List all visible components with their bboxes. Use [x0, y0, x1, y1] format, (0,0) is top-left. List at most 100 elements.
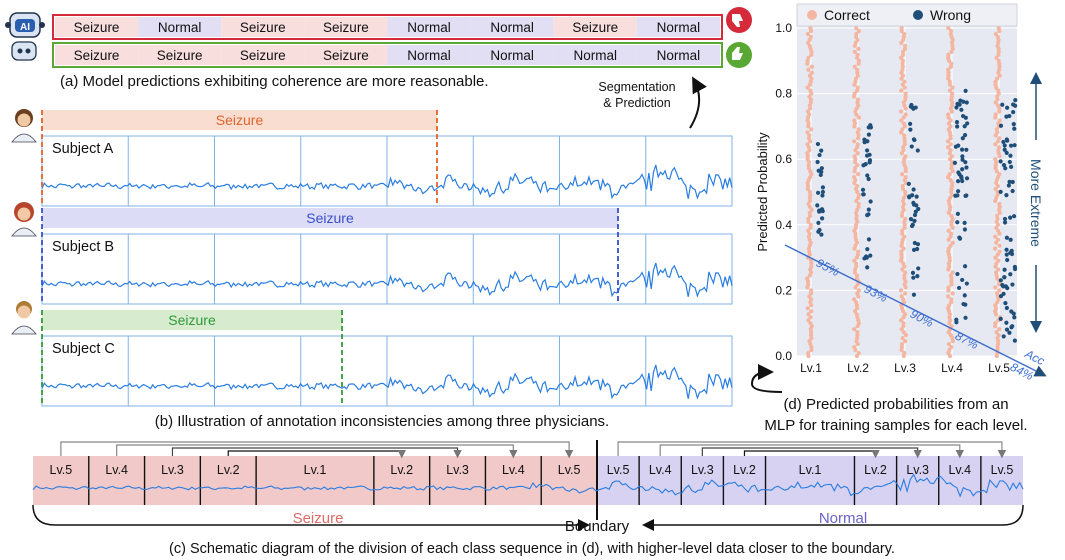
prediction-cell	[470, 45, 554, 65]
correct-point	[903, 338, 908, 344]
correct-point	[948, 118, 953, 123]
correct-point	[996, 88, 1001, 93]
correct-point	[903, 112, 908, 117]
correct-point	[856, 115, 862, 120]
x-tick-label: Lv.5	[988, 361, 1010, 375]
wrong-point	[960, 157, 965, 162]
wrong-point	[866, 237, 872, 242]
wrong-point	[819, 232, 824, 237]
correct-point	[949, 300, 954, 305]
wrong-point	[1002, 147, 1007, 152]
correct-point	[946, 303, 952, 308]
correct-point	[949, 344, 954, 350]
correct-point	[851, 139, 857, 144]
correct-point	[853, 285, 858, 290]
correct-point	[855, 52, 860, 57]
correct-point	[854, 261, 859, 266]
level-pair-arrow	[659, 444, 965, 459]
wrong-point	[1004, 327, 1010, 332]
correct-point	[949, 213, 954, 218]
wrong-point	[1004, 247, 1009, 252]
correct-point	[899, 255, 904, 260]
correct-point	[808, 321, 813, 326]
correct-point	[994, 330, 999, 335]
wrong-point	[866, 207, 871, 212]
correct-point	[856, 249, 861, 254]
correct-point	[856, 172, 861, 177]
prediction-label: Seizure	[74, 48, 120, 63]
correct-point	[855, 70, 860, 75]
correct-point	[855, 142, 860, 147]
prediction-cell	[221, 17, 305, 37]
prediction-label: Seizure	[240, 48, 286, 63]
correct-point	[902, 85, 907, 90]
wrong-point	[962, 220, 967, 225]
wrong-point	[860, 187, 866, 192]
correct-point	[808, 333, 814, 338]
correct-point	[901, 121, 906, 126]
correct-point	[809, 52, 814, 57]
correct-point	[809, 70, 814, 75]
segment-level-label: Lv.2	[217, 463, 240, 477]
prediction-label: Normal	[407, 20, 451, 35]
correct-point	[993, 186, 998, 192]
seizure-region-label: Seizure	[293, 510, 344, 527]
correct-point	[997, 243, 1002, 248]
correct-point	[854, 300, 859, 305]
wrong-point	[960, 154, 965, 159]
correct-point	[901, 261, 906, 266]
correct-point	[808, 34, 813, 40]
wrong-point	[1005, 285, 1010, 291]
wrong-point	[959, 147, 965, 152]
wrong-point	[909, 144, 914, 149]
wrong-point	[955, 211, 960, 216]
y-tick-label: 1.0	[775, 21, 792, 35]
wrong-point	[911, 187, 916, 192]
robot-icon: AI	[5, 12, 45, 38]
correct-point	[993, 82, 998, 87]
segment-level-label: Lv.3	[691, 463, 714, 477]
correct-point	[949, 154, 954, 159]
segment-level-label: Lv.4	[948, 463, 971, 477]
wrong-point	[961, 113, 966, 119]
correct-point	[805, 157, 810, 162]
wrong-point	[954, 105, 959, 110]
wrong-point	[964, 176, 970, 181]
correct-point	[899, 344, 904, 350]
correct-point	[854, 264, 859, 269]
wrong-point	[998, 189, 1003, 194]
wrong-point	[1012, 315, 1017, 320]
correct-point	[993, 142, 998, 147]
wrong-point	[820, 193, 825, 198]
correct-point	[949, 189, 954, 195]
caption-b: (b) Illustration of annotation inconsist…	[155, 413, 609, 430]
correct-point	[996, 49, 1001, 54]
panel-c: Lv.5 Lv.4 Lv.3 Lv.2 Lv.1 Lv.2 Lv.3 Lv.4 Lv.5 Lv.5…	[32, 440, 1024, 557]
correct-point	[808, 25, 813, 31]
wrong-point	[1008, 164, 1014, 170]
wrong-point	[915, 242, 921, 247]
segment-level-label: Lv.2	[864, 463, 887, 477]
segmentation-label: Segmentation	[598, 80, 675, 94]
correct-point	[949, 231, 954, 236]
wrong-point	[964, 100, 969, 105]
wrong-point	[958, 98, 963, 103]
wrong-point	[998, 159, 1003, 164]
wrong-point	[956, 170, 961, 175]
correct-point	[946, 294, 951, 299]
accuracy-line	[784, 244, 1047, 377]
wrong-point	[868, 253, 873, 258]
correct-point	[856, 127, 861, 132]
prediction-label: Seizure	[240, 20, 286, 35]
correct-point	[948, 142, 953, 147]
wrong-point	[1002, 216, 1008, 222]
normal-region-label: Normal	[819, 510, 867, 527]
correct-point	[996, 267, 1001, 272]
seizure-to-boundary-arrow	[32, 504, 590, 531]
correct-point	[993, 285, 998, 290]
physician-b-icon	[11, 202, 37, 237]
correct-point	[947, 195, 953, 201]
correct-point	[806, 312, 811, 317]
prediction-cell	[304, 45, 388, 65]
wrong-point	[1001, 334, 1006, 339]
